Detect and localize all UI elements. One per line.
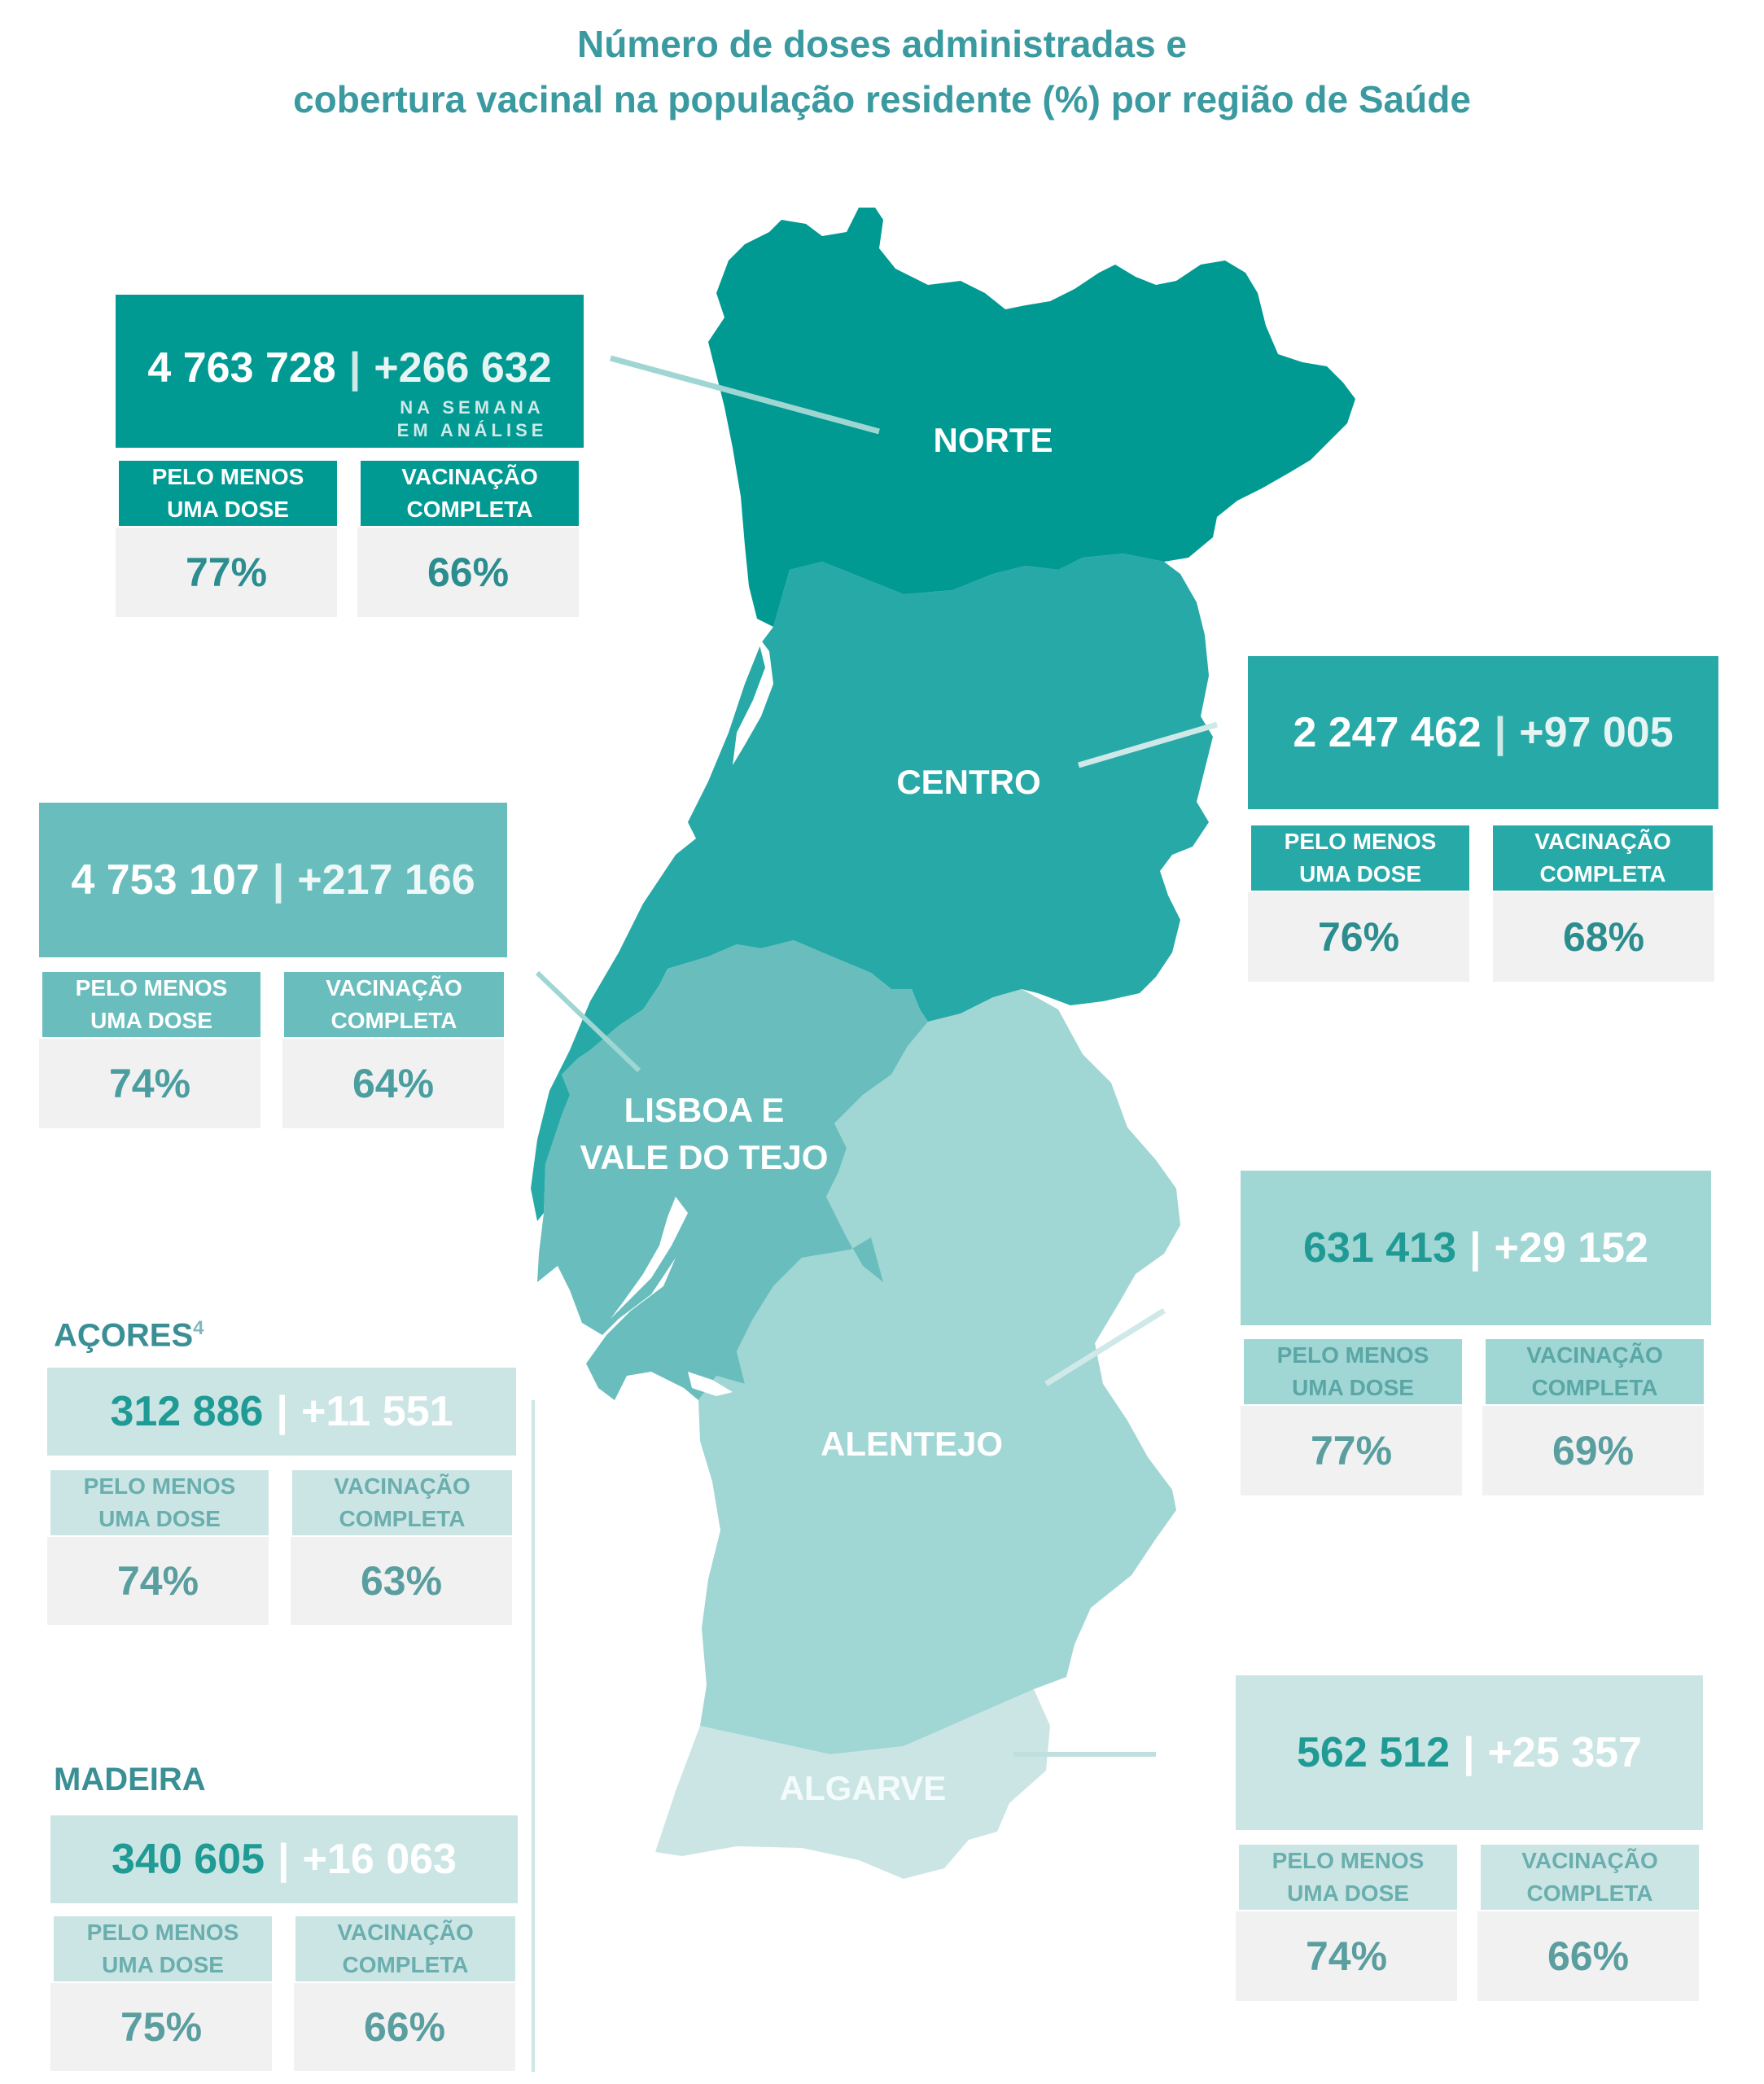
lvt-delta: +217 166 (297, 856, 475, 904)
alentejo-separator: | (1469, 1224, 1482, 1272)
norte-separator: | (348, 344, 361, 392)
title-line-1: Número de doses administradas e (576, 23, 1188, 65)
madeira-total-box: 340 605 | +16 063 (50, 1815, 518, 1903)
centro-complete-value: 68% (1493, 892, 1714, 982)
centro-total-box: 2 247 462 | +97 005 (1248, 656, 1718, 809)
acores-total-box: 312 886 | +11 551 (47, 1368, 516, 1456)
acores-complete-label: VACINAÇÃO COMPLETA (292, 1470, 512, 1535)
alentejo-one-dose-label: PELO MENOS UMA DOSE (1244, 1339, 1462, 1404)
norte-one-dose-value: 77% (116, 528, 337, 617)
algarve-separator: | (1462, 1729, 1475, 1776)
lvt-one-dose-value: 74% (39, 1039, 260, 1128)
label-lvt-2: VALE DO TEJO (580, 1138, 829, 1176)
madeira-one-dose-label: PELO MENOS UMA DOSE (54, 1916, 272, 1981)
algarve-total-box: 562 512 | +25 357 (1236, 1675, 1703, 1830)
centro-one-dose-label: PELO MENOS UMA DOSE (1251, 825, 1469, 891)
label-algarve: ALGARVE (779, 1769, 947, 1807)
norte-complete-value: 66% (357, 528, 579, 617)
label-alentejo: ALENTEJO (820, 1425, 1004, 1463)
madeira-complete-label: VACINAÇÃO COMPLETA (295, 1916, 515, 1981)
algarve-total: 562 512 (1297, 1729, 1450, 1776)
algarve-one-dose-value: 74% (1236, 1911, 1457, 2001)
norte-one-dose-label: PELO MENOS UMA DOSE (119, 461, 337, 526)
norte-week-note-2: EM ANÁLISE (396, 420, 548, 440)
region-norte (708, 208, 1355, 627)
centro-total: 2 247 462 (1293, 709, 1482, 756)
region-alentejo (698, 989, 1180, 1754)
lvt-one-dose-label: PELO MENOS UMA DOSE (42, 972, 260, 1037)
algarve-complete-label: VACINAÇÃO COMPLETA (1481, 1845, 1699, 1910)
madeira-total: 340 605 (112, 1836, 265, 1883)
alentejo-complete-label: VACINAÇÃO COMPLETA (1486, 1339, 1704, 1404)
madeira-title: MADEIRA (54, 1762, 206, 1797)
alentejo-total: 631 413 (1303, 1224, 1456, 1272)
centro-one-dose-value: 76% (1248, 892, 1469, 982)
centro-complete-label: VACINAÇÃO COMPLETA (1493, 825, 1713, 891)
label-centro: CENTRO (896, 763, 1041, 801)
norte-delta: +266 632 (374, 344, 552, 392)
acores-one-dose-label: PELO MENOS UMA DOSE (50, 1470, 269, 1535)
madeira-delta: +16 063 (302, 1836, 457, 1883)
algarve-complete-value: 66% (1477, 1911, 1699, 2001)
lvt-total: 4 753 107 (71, 856, 260, 904)
region-centro (531, 554, 1213, 1221)
acores-delta: +11 551 (300, 1388, 453, 1435)
label-lvt-1: LISBOA E (624, 1091, 785, 1129)
acores-separator: | (276, 1388, 288, 1435)
madeira-one-dose-value: 75% (50, 1983, 272, 2071)
region-algarve (655, 1689, 1050, 1879)
alentejo-delta: +29 152 (1494, 1224, 1648, 1272)
lvt-complete-value: 64% (282, 1039, 504, 1128)
algarve-one-dose-label: PELO MENOS UMA DOSE (1239, 1845, 1457, 1910)
algarve-delta: +25 357 (1487, 1729, 1642, 1776)
madeira-complete-value: 66% (294, 1983, 515, 2071)
label-norte: NORTE (933, 421, 1053, 459)
acores-complete-value: 63% (291, 1537, 512, 1625)
acores-title: AÇORES4 (54, 1317, 204, 1354)
centro-delta: +97 005 (1519, 709, 1674, 756)
alentejo-total-box: 631 413 | +29 152 (1241, 1171, 1711, 1325)
norte-complete-label: VACINAÇÃO COMPLETA (361, 461, 579, 526)
alentejo-complete-value: 69% (1482, 1406, 1704, 1495)
region-lvt (537, 940, 928, 1400)
centro-separator: | (1494, 709, 1507, 756)
norte-total: 4 763 728 (147, 344, 336, 392)
acores-one-dose-value: 74% (47, 1537, 269, 1625)
alentejo-one-dose-value: 77% (1241, 1406, 1462, 1495)
lvt-total-box: 4 753 107 | +217 166 (39, 803, 507, 957)
title-line-2: cobertura vacinal na população residente… (293, 78, 1471, 120)
norte-total-box: 4 763 728 | +266 632 (116, 295, 584, 448)
norte-week-note-1: NA SEMANA (400, 397, 545, 418)
lvt-separator: | (272, 856, 285, 904)
acores-total: 312 886 (110, 1388, 264, 1435)
lvt-complete-label: VACINAÇÃO COMPLETA (284, 972, 504, 1037)
madeira-separator: | (277, 1836, 290, 1883)
